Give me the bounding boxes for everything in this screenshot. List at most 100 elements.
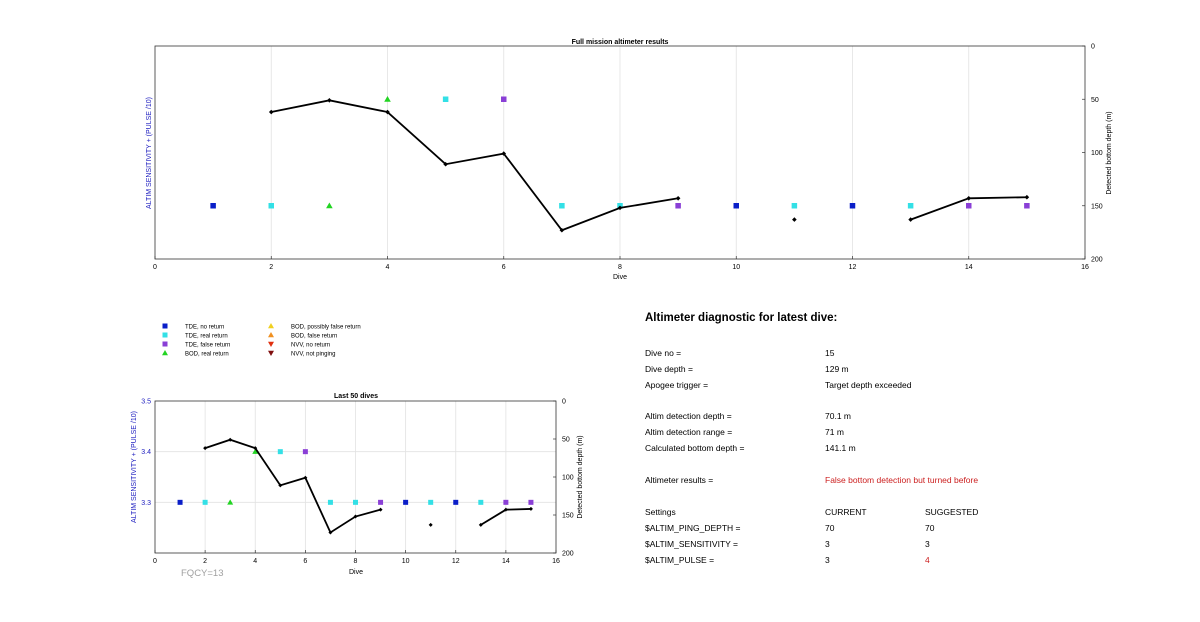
detection-range-label: Altim detection range =: [645, 427, 733, 437]
bottom-depth-point: [501, 151, 507, 156]
x-tick-label: 8: [618, 264, 622, 271]
y-right-tick-label: 50: [1091, 97, 1099, 104]
y-right-tick-label: 0: [1091, 44, 1095, 51]
legend-marker: [162, 350, 168, 356]
main-xlabel: Dive: [613, 274, 627, 281]
data-point: [501, 96, 507, 102]
main-ylabel-left: ALTIM SENSITIVITY + (PULSE /10): [146, 97, 153, 209]
x-tick-label: 10: [402, 558, 410, 565]
data-point: [384, 95, 391, 102]
data-point: [353, 499, 358, 505]
bottom-depth-point: [278, 483, 283, 488]
apogee-label: Apogee trigger =: [645, 380, 709, 390]
legend-marker: [162, 332, 168, 338]
y-left-tick-label: 3.4: [141, 449, 151, 456]
legend-marker: [162, 341, 168, 347]
bottom-depth-point: [378, 507, 383, 512]
y-left-tick-label: 3.3: [141, 500, 151, 507]
bottom-depth-point: [385, 109, 390, 115]
dive-no-value: 15: [825, 348, 835, 358]
data-point: [907, 203, 914, 209]
x-tick-label: 14: [965, 264, 973, 271]
bottom-depth-point: [253, 446, 258, 451]
legend-marker: [268, 350, 274, 356]
setting-current: 3: [825, 539, 830, 549]
bottom-depth-point: [268, 109, 274, 115]
y-left-tick-label: 3.5: [141, 399, 151, 406]
x-tick-label: 12: [452, 558, 460, 565]
last50-chart: Last 50 dives Dive ALTIM SENSITIVITY + (…: [131, 393, 584, 576]
y-right-tick-label: 150: [562, 513, 574, 520]
data-point: [849, 203, 856, 209]
x-tick-label: 0: [153, 558, 157, 565]
results-label: Altimeter results =: [645, 475, 714, 485]
data-point: [528, 499, 534, 505]
legend-label: BOD, real return: [185, 351, 229, 357]
data-point: [252, 448, 259, 454]
data-point: [453, 499, 459, 505]
data-point: [268, 203, 274, 209]
bottom-depth-point: [203, 446, 208, 451]
data-point: [277, 449, 283, 455]
results-value: False bottom detection but turned before: [825, 475, 979, 485]
x-tick-label: 6: [303, 558, 307, 565]
data-point: [791, 203, 798, 209]
suggested-header: SUGGESTED: [925, 507, 979, 517]
apogee-value: Target depth exceeded: [825, 380, 912, 390]
fqcy-label: FQCY=13: [181, 568, 224, 579]
bottom-depth-point: [528, 506, 533, 511]
bottom-depth-point: [559, 227, 565, 233]
dive-no-label: Dive no =: [645, 348, 682, 358]
data-point: [327, 499, 333, 505]
last50-ylabel-left: ALTIM SENSITIVITY + (PULSE /10): [131, 411, 138, 523]
y-right-tick-label: 0: [562, 399, 566, 406]
y-right-tick-label: 100: [562, 475, 574, 482]
bottom-depth-point: [792, 217, 797, 222]
bottom-depth-point: [675, 195, 681, 201]
legend: TDE, no return TDE, real return TDE, false…: [162, 323, 361, 357]
y-right-tick-label: 50: [562, 437, 570, 444]
bottom-depth-point: [353, 514, 358, 519]
main-title: Full mission altimeter results: [572, 39, 669, 46]
last50-xlabel: Dive: [349, 569, 363, 576]
data-point: [210, 203, 216, 209]
data-point: [227, 499, 234, 505]
data-point: [733, 203, 739, 209]
bottom-depth-point: [428, 522, 433, 527]
data-point: [478, 499, 484, 505]
calculated-depth-label: Calculated bottom depth =: [645, 443, 745, 453]
legend-label: BOD, false return: [291, 333, 337, 339]
x-tick-label: 0: [153, 264, 157, 271]
y-right-tick-label: 100: [1091, 150, 1103, 157]
last50-title: Last 50 dives: [334, 393, 378, 400]
bottom-depth-point: [478, 522, 483, 527]
data-point: [442, 96, 449, 102]
settings-header: Settings: [645, 507, 676, 517]
x-tick-label: 16: [552, 558, 560, 565]
detection-depth-value: 70.1 m: [825, 411, 851, 421]
legend-marker: [268, 332, 274, 338]
setting-current: 70: [825, 523, 835, 533]
setting-name: $ALTIM_PING_DEPTH =: [645, 523, 741, 533]
x-tick-label: 4: [253, 558, 257, 565]
x-tick-label: 2: [269, 264, 273, 271]
x-tick-label: 6: [502, 264, 506, 271]
legend-label: NVV, no return: [291, 342, 330, 348]
data-point: [559, 203, 565, 209]
setting-current: 3: [825, 555, 830, 565]
bottom-depth-point: [327, 98, 332, 103]
dive-depth-value: 129 m: [825, 364, 849, 374]
legend-label: TDE, false return: [185, 342, 230, 348]
legend-label: TDE, real return: [185, 333, 228, 339]
x-tick-label: 2: [203, 558, 207, 565]
data-point: [428, 499, 434, 505]
y-right-tick-label: 200: [562, 551, 574, 558]
main-chart: Full mission altimeter results Dive ALTI…: [146, 39, 1113, 281]
legend-marker: [162, 323, 168, 329]
setting-suggested: 4: [925, 555, 930, 565]
x-tick-label: 8: [354, 558, 358, 565]
bottom-depth-point: [1024, 194, 1030, 200]
bottom-depth-point: [503, 507, 508, 512]
detection-range-value: 71 m: [825, 427, 844, 437]
